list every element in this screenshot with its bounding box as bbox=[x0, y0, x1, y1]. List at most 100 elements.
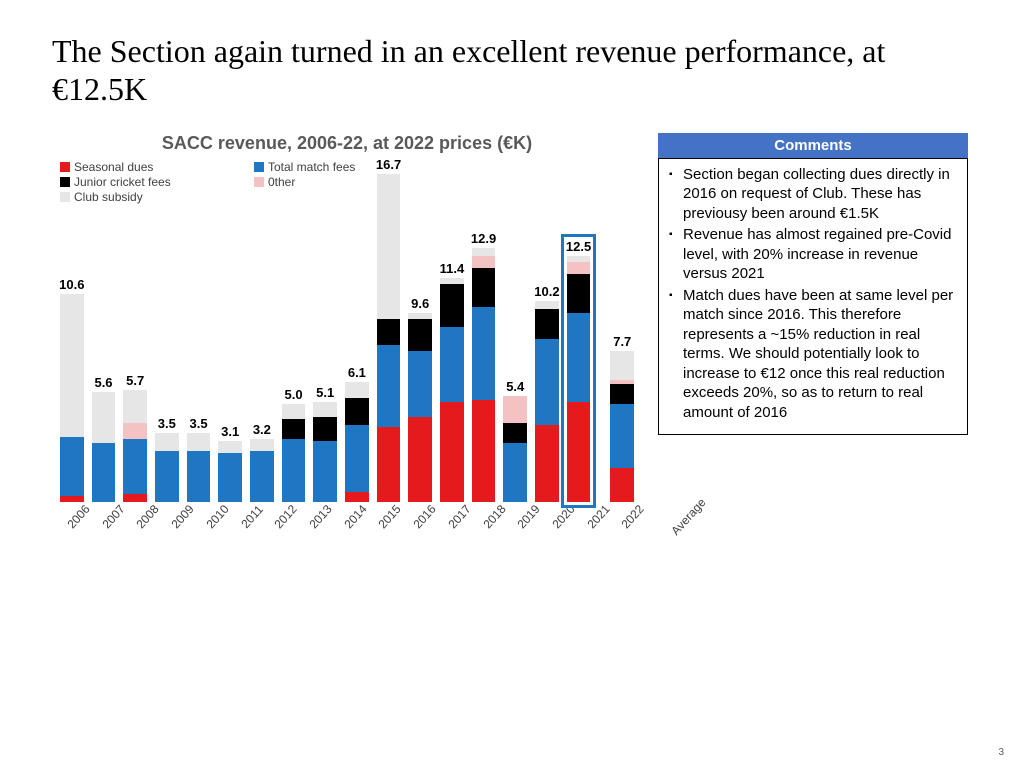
bar-stack: 3.5 bbox=[187, 433, 211, 502]
bar-segment-match bbox=[123, 439, 147, 494]
bar-total-label: 5.0 bbox=[284, 387, 302, 402]
bar-segment-junior bbox=[610, 384, 634, 404]
bar-slot: 7.7 bbox=[610, 351, 634, 502]
bar-stack: 16.7 bbox=[377, 174, 401, 502]
bar-total-label: 5.4 bbox=[506, 379, 524, 394]
bar-segment-match bbox=[250, 451, 274, 502]
bar-segment-match bbox=[155, 451, 179, 502]
bar-segment-match bbox=[472, 307, 496, 399]
bar-segment-subsidy bbox=[472, 248, 496, 256]
bar-stack: 12.9 bbox=[472, 248, 496, 501]
bar-slot: 9.6 bbox=[408, 313, 432, 502]
bar-slot: 5.7 bbox=[123, 390, 147, 502]
bar-stack: 3.5 bbox=[155, 433, 179, 502]
bar-slot: 11.4 bbox=[440, 278, 464, 502]
bar-slot: 5.6 bbox=[92, 392, 116, 502]
bar-slot: 5.1 bbox=[313, 402, 337, 502]
bar-stack: 9.6 bbox=[408, 313, 432, 502]
bar-total-label: 16.7 bbox=[376, 157, 401, 172]
bar-stack: 10.6 bbox=[60, 294, 84, 502]
bar-segment-match bbox=[187, 451, 211, 502]
bar-segment-subsidy bbox=[60, 294, 84, 437]
bar-stack: 12.5 bbox=[567, 256, 591, 501]
bar-segment-subsidy bbox=[610, 351, 634, 380]
legend-swatch bbox=[254, 162, 264, 172]
bar-slot: 16.7 bbox=[377, 174, 401, 502]
bar-segment-subsidy bbox=[313, 402, 337, 418]
bar-total-label: 3.1 bbox=[221, 424, 239, 439]
bar-segment-match bbox=[282, 439, 306, 502]
comments-list: Section began collecting dues directly i… bbox=[669, 165, 957, 423]
bar-segment-match bbox=[503, 443, 527, 502]
comments-panel: Comments Section began collecting dues d… bbox=[658, 133, 968, 436]
bar-stack: 10.2 bbox=[535, 301, 559, 501]
comments-body: Section began collecting dues directly i… bbox=[658, 158, 968, 436]
bar-segment-junior bbox=[472, 268, 496, 307]
bar-segment-seasonal bbox=[610, 468, 634, 501]
bars-container: 10.6 5.6 5.7 3.5 3.5 3.1 3.2 5.0 5.1 6.1 16.7 9.6 11… bbox=[60, 174, 634, 502]
bar-segment-junior bbox=[535, 309, 559, 338]
bar-segment-junior bbox=[282, 419, 306, 439]
bar-segment-subsidy bbox=[155, 433, 179, 451]
bar-total-label: 12.9 bbox=[471, 231, 496, 246]
bar-segment-subsidy bbox=[535, 301, 559, 309]
bar-stack: 7.7 bbox=[610, 351, 634, 502]
bar-segment-seasonal bbox=[472, 400, 496, 502]
comment-bullet: Revenue has almost regained pre-Covid le… bbox=[669, 225, 957, 284]
bar-segment-other bbox=[567, 262, 591, 274]
bar-stack: 6.1 bbox=[345, 382, 369, 502]
bar-segment-seasonal bbox=[377, 427, 401, 502]
legend-label: Total match fees bbox=[268, 160, 355, 174]
bar-segment-match bbox=[345, 425, 369, 492]
bar-segment-match bbox=[610, 404, 634, 469]
bar-segment-match bbox=[313, 441, 337, 502]
bar-slot: 6.1 bbox=[345, 382, 369, 502]
bar-segment-other bbox=[472, 256, 496, 268]
bar-segment-seasonal bbox=[535, 425, 559, 502]
bar-segment-match bbox=[408, 351, 432, 418]
chart-plot: 10.6 5.6 5.7 3.5 3.5 3.1 3.2 5.0 5.1 6.1 16.7 9.6 11… bbox=[52, 174, 642, 554]
bar-segment-match bbox=[60, 437, 84, 496]
bar-segment-subsidy bbox=[250, 439, 274, 451]
bar-total-label: 3.5 bbox=[189, 416, 207, 431]
legend-swatch bbox=[60, 162, 70, 172]
bar-stack: 5.6 bbox=[92, 392, 116, 502]
bar-segment-seasonal bbox=[345, 492, 369, 502]
bar-segment-junior bbox=[567, 274, 591, 313]
bar-slot: 3.5 bbox=[155, 433, 179, 502]
bar-segment-other bbox=[503, 396, 527, 423]
bar-segment-subsidy bbox=[92, 392, 116, 443]
legend-item: Seasonal dues bbox=[60, 160, 250, 174]
bar-total-label: 10.2 bbox=[534, 284, 559, 299]
bar-total-label: 5.7 bbox=[126, 373, 144, 388]
bar-slot: 12.5 bbox=[567, 256, 591, 501]
bar-total-label: 11.4 bbox=[440, 261, 465, 276]
bar-stack: 5.1 bbox=[313, 402, 337, 502]
bar-slot: 3.2 bbox=[250, 439, 274, 502]
comments-header: Comments bbox=[658, 133, 968, 158]
bar-stack: 3.1 bbox=[218, 441, 242, 502]
bar-stack: 5.7 bbox=[123, 390, 147, 502]
content-row: SACC revenue, 2006-22, at 2022 prices (€… bbox=[52, 133, 972, 554]
bar-stack: 3.2 bbox=[250, 439, 274, 502]
bar-segment-subsidy bbox=[218, 441, 242, 453]
x-tick-label: Average bbox=[668, 495, 736, 563]
bar-segment-junior bbox=[408, 319, 432, 350]
x-axis: 2006200720082009201020112012201320142015… bbox=[60, 502, 634, 554]
bar-segment-subsidy bbox=[345, 382, 369, 398]
legend-label: Seasonal dues bbox=[74, 160, 153, 174]
bar-total-label: 3.2 bbox=[253, 422, 271, 437]
bar-slot: 10.2 bbox=[535, 301, 559, 501]
comment-bullet: Match dues have been at same level per m… bbox=[669, 286, 957, 423]
bar-segment-subsidy bbox=[282, 404, 306, 420]
bar-segment-match bbox=[92, 443, 116, 502]
comment-bullet: Section began collecting dues directly i… bbox=[669, 165, 957, 224]
bar-segment-match bbox=[218, 453, 242, 502]
slide: The Section again turned in an excellent… bbox=[0, 0, 1024, 574]
bar-segment-junior bbox=[313, 417, 337, 441]
bar-stack: 11.4 bbox=[440, 278, 464, 502]
bar-slot: 3.1 bbox=[218, 441, 242, 502]
bar-slot: 5.0 bbox=[282, 404, 306, 502]
bar-total-label: 10.6 bbox=[59, 277, 84, 292]
bar-segment-match bbox=[377, 345, 401, 427]
